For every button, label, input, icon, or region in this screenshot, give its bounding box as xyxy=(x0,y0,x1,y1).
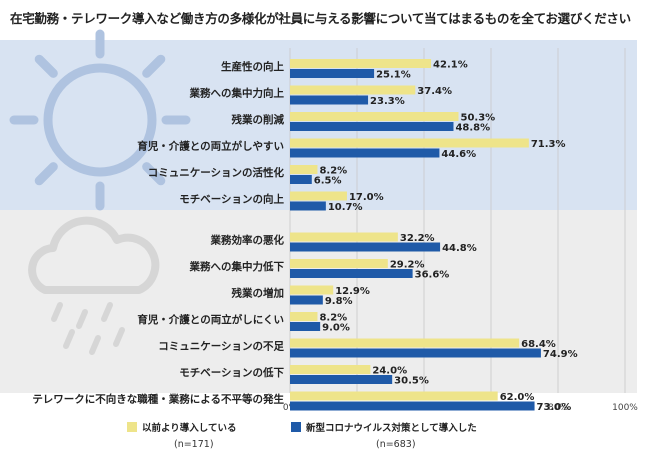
bar-series1 xyxy=(290,232,398,242)
bar-series1 xyxy=(290,285,334,295)
data-label: 23.3% xyxy=(370,96,405,107)
legend-n: (n=171) xyxy=(174,439,214,450)
data-label: 36.6% xyxy=(415,270,450,281)
data-label: 10.7% xyxy=(328,202,363,213)
bar-series2 xyxy=(290,201,326,211)
sun-ray-icon xyxy=(142,54,166,78)
data-label: 37.4% xyxy=(417,86,452,97)
bar-series2 xyxy=(290,375,393,384)
bar-series2 xyxy=(290,95,369,105)
sun-ray-icon xyxy=(34,54,58,78)
bar-series2 xyxy=(290,175,312,184)
cloud-icon xyxy=(28,216,160,294)
bar-series2 xyxy=(290,148,440,158)
data-label: 17.0% xyxy=(349,192,384,203)
category-label: 残業の増加 xyxy=(232,287,285,300)
category-label: モチベーションの低下 xyxy=(179,366,284,379)
category-label: モチベーションの向上 xyxy=(179,193,284,206)
sun-icon xyxy=(43,63,157,177)
bar-series2 xyxy=(290,348,541,358)
bar-series1 xyxy=(290,365,371,374)
rain-drop-icon xyxy=(63,329,75,349)
data-label: 8.2% xyxy=(319,313,347,324)
bar-series1 xyxy=(290,138,529,148)
data-label: 42.1% xyxy=(433,60,468,71)
data-label: 29.2% xyxy=(390,260,425,271)
data-label: 9.0% xyxy=(322,323,350,334)
category-label: 業務への集中力向上 xyxy=(189,87,285,100)
category-label: テレワークに不向きな職種・業務による不平等の発生 xyxy=(32,393,284,406)
data-label: 6.5% xyxy=(314,176,342,187)
data-label: 12.9% xyxy=(335,286,370,297)
bar-series1 xyxy=(290,338,520,348)
bar-series1 xyxy=(290,85,416,95)
legend-n: (n=683) xyxy=(376,439,416,450)
category-label: 育児・介護との両立がしやすい xyxy=(137,140,284,153)
bar-series1 xyxy=(290,312,318,321)
data-label: 8.2% xyxy=(319,166,347,177)
bar-series2 xyxy=(290,322,321,331)
data-label: 30.5% xyxy=(394,376,429,387)
x-tick-label: 80% xyxy=(548,403,568,413)
category-label: コミュニケーションの活性化 xyxy=(148,166,285,179)
data-label: 62.0% xyxy=(500,392,535,403)
category-label: 業務への集中力低下 xyxy=(189,260,285,273)
bar-series1 xyxy=(290,391,498,401)
data-label: 71.3% xyxy=(531,139,566,150)
category-label: 業務効率の悪化 xyxy=(210,234,285,247)
bar-series2 xyxy=(290,69,375,78)
bar-series2 xyxy=(290,401,535,411)
data-label: 68.4% xyxy=(521,339,556,350)
bar-series2 xyxy=(290,295,323,305)
data-label: 24.0% xyxy=(372,366,407,377)
bar-series1 xyxy=(290,165,318,174)
data-label: 44.6% xyxy=(441,149,476,160)
legend-label: 以前より導入している xyxy=(142,422,237,434)
bar-series2 xyxy=(290,269,413,278)
data-label: 9.8% xyxy=(325,296,353,307)
rain-drop-icon xyxy=(51,302,63,322)
rain-drop-icon xyxy=(101,302,113,322)
data-label: 44.8% xyxy=(442,243,477,254)
chart-title: 在宅勤務・テレワーク導入など働き方の多様化が社員に与える影響について当てはまるも… xyxy=(10,11,631,26)
x-tick-label: 100% xyxy=(612,403,638,413)
data-label: 74.9% xyxy=(543,349,578,360)
data-label: 73.0% xyxy=(537,402,572,413)
bar-series2 xyxy=(290,122,454,131)
sun-ray-icon xyxy=(142,162,166,186)
sun-ray-icon xyxy=(34,162,58,186)
category-label: 生産性の向上 xyxy=(221,60,284,73)
rain-drop-icon xyxy=(89,335,101,355)
category-label: コミュニケーションの不足 xyxy=(158,341,284,353)
legend-label: 新型コロナウイルス対策として導入した xyxy=(306,422,477,434)
data-label: 50.3% xyxy=(461,113,496,124)
rain-drop-icon xyxy=(76,309,88,329)
bar-series1 xyxy=(290,112,459,121)
legend-swatch xyxy=(291,422,301,432)
data-label: 32.2% xyxy=(400,233,435,244)
bar-series2 xyxy=(290,242,441,252)
category-label: 残業の削減 xyxy=(232,113,285,126)
data-label: 25.1% xyxy=(376,70,411,81)
bar-series1 xyxy=(290,191,347,201)
bar-series1 xyxy=(290,59,432,68)
data-label: 48.8% xyxy=(455,123,490,134)
legend-swatch xyxy=(127,422,137,432)
category-label: 育児・介護との両立がしにくい xyxy=(137,313,284,326)
bar-series1 xyxy=(290,259,388,268)
rain-drop-icon xyxy=(113,327,125,347)
